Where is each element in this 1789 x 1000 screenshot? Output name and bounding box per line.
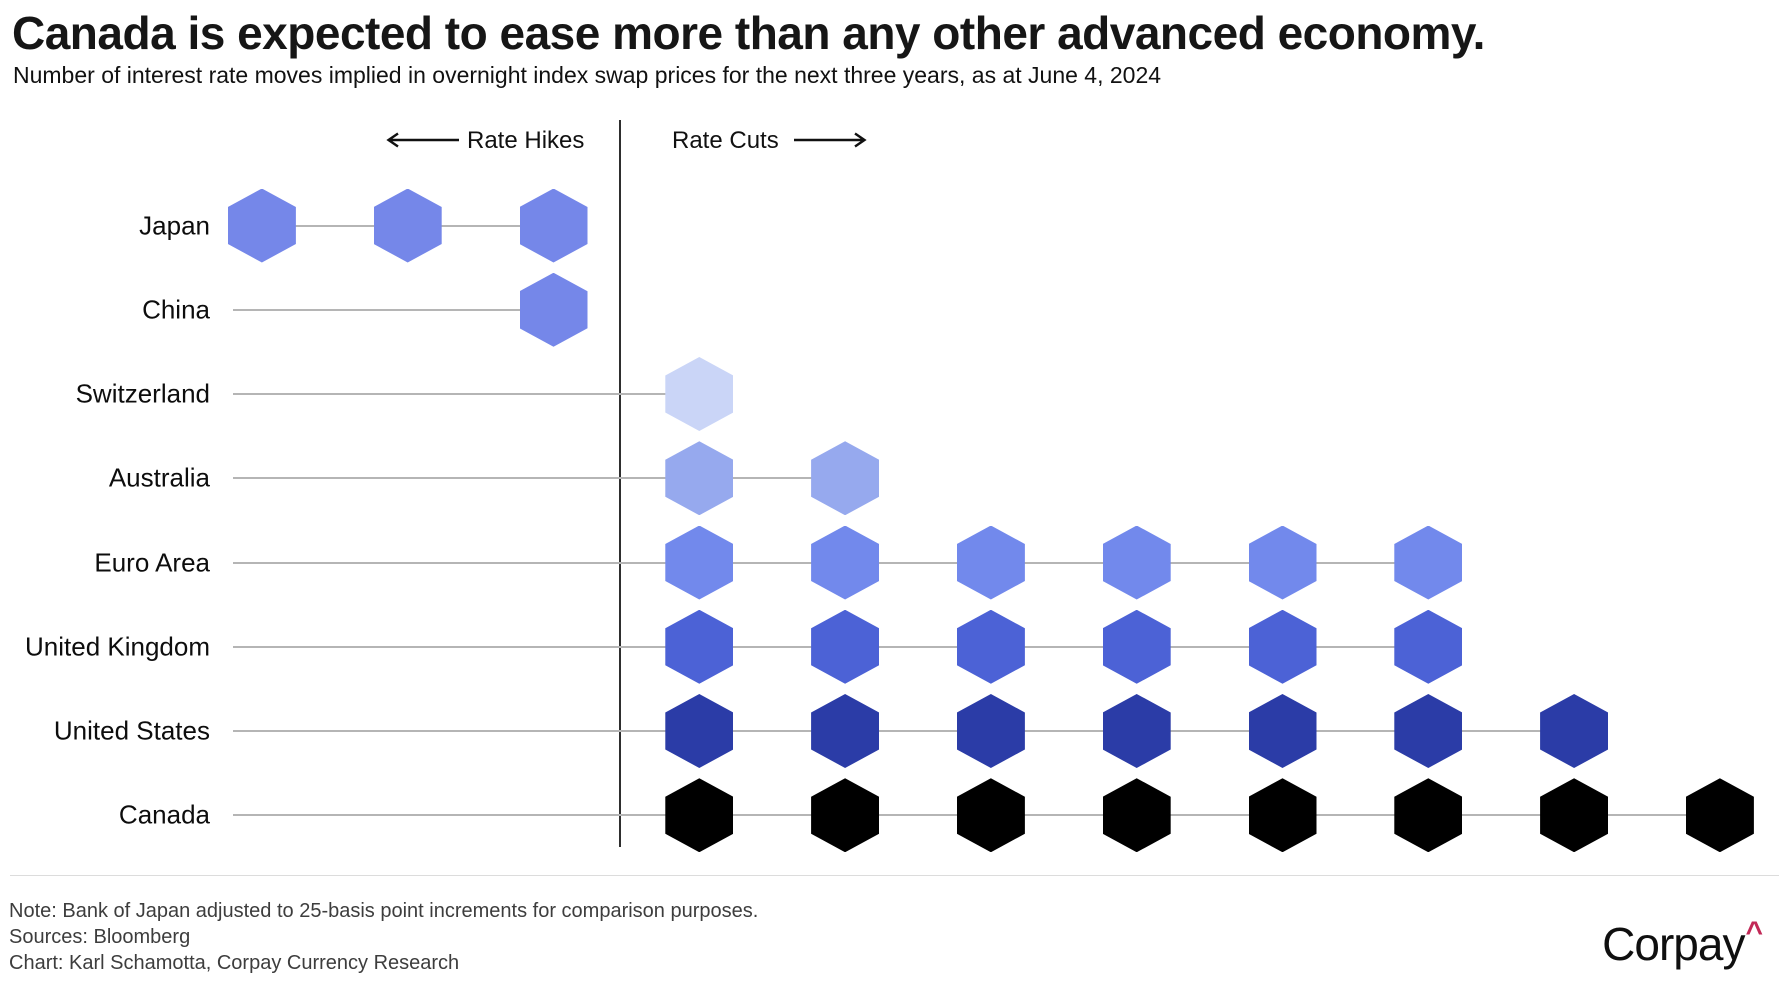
row-label-united-states: United States xyxy=(53,715,210,746)
hex-marker-euro-area xyxy=(956,525,1025,600)
hex-marker-euro-area xyxy=(665,525,734,600)
hex-marker-euro-area xyxy=(1248,525,1317,600)
hex-marker-euro-area xyxy=(1394,525,1463,600)
hex-marker-united-states xyxy=(956,694,1025,768)
chart-title: Canada is expected to ease more than any… xyxy=(12,7,1485,59)
corpay-logo: Corpay^ xyxy=(1602,916,1763,971)
row-label-australia: Australia xyxy=(108,462,210,493)
row-label-japan: Japan xyxy=(139,210,210,240)
hex-marker-canada xyxy=(1540,778,1609,853)
hex-marker-canada xyxy=(1685,778,1754,853)
hex-marker-euro-area xyxy=(1102,525,1171,600)
hex-marker-united-states xyxy=(811,694,880,768)
hex-marker-japan xyxy=(519,188,588,263)
hex-marker-japan xyxy=(373,188,442,263)
hex-marker-euro-area xyxy=(811,525,880,600)
hex-marker-switzerland xyxy=(665,357,734,431)
hex-marker-australia xyxy=(665,441,734,516)
hex-marker-canada xyxy=(956,778,1025,853)
sources-line: Sources: Bloomberg xyxy=(9,926,191,948)
leader-line-china xyxy=(233,308,554,311)
hex-marker-canada xyxy=(1248,778,1317,853)
rate-hikes-label: Rate Hikes xyxy=(467,127,585,154)
leader-line-united-states xyxy=(233,730,1575,732)
footer-notes: Note: Bank of Japan adjusted to 25-basis… xyxy=(9,898,758,976)
hex-marker-united-states xyxy=(1394,694,1463,768)
leader-line-switzerland xyxy=(233,393,700,395)
hex-marker-united-kingdom xyxy=(1394,609,1463,684)
hex-marker-canada xyxy=(665,778,734,853)
hex-marker-united-states xyxy=(1540,694,1609,768)
hex-marker-united-states xyxy=(1248,694,1317,768)
chart-subtitle: Number of interest rate moves implied in… xyxy=(13,62,1162,88)
rate-cuts-arrow-icon xyxy=(794,132,867,148)
hex-marker-united-kingdom xyxy=(1248,609,1317,684)
hex-marker-canada xyxy=(1394,778,1463,853)
rate-hikes-arrow-icon xyxy=(386,132,459,148)
row-label-canada: Canada xyxy=(118,799,210,830)
hex-marker-australia xyxy=(811,441,880,516)
note-line: Note: Bank of Japan adjusted to 25-basis… xyxy=(9,900,759,922)
corpay-logo-text: Corpay xyxy=(1602,918,1745,970)
hex-marker-japan xyxy=(227,188,296,263)
hex-marker-united-states xyxy=(1102,694,1171,768)
hex-marker-united-states xyxy=(665,694,734,768)
row-label-switzerland: Switzerland xyxy=(75,378,210,409)
rate-cuts-label: Rate Cuts xyxy=(672,127,779,154)
hex-marker-united-kingdom xyxy=(665,609,734,684)
credit-line: Chart: Karl Schamotta, Corpay Currency R… xyxy=(9,952,460,974)
hex-marker-canada xyxy=(1102,778,1171,853)
footer-separator xyxy=(10,875,1779,876)
row-label-euro-area: Euro Area xyxy=(94,547,210,577)
hex-marker-united-kingdom xyxy=(1102,609,1171,684)
corpay-logo-caret-icon: ^ xyxy=(1745,916,1763,949)
hex-marker-united-kingdom xyxy=(811,609,880,684)
leader-line-australia xyxy=(233,477,846,480)
row-label-united-kingdom: United Kingdom xyxy=(25,631,210,662)
hex-marker-united-kingdom xyxy=(956,609,1025,684)
hex-marker-china xyxy=(519,272,588,347)
hex-marker-canada xyxy=(811,778,880,853)
zero-divider-line xyxy=(619,120,621,847)
row-label-china: China xyxy=(142,294,210,325)
